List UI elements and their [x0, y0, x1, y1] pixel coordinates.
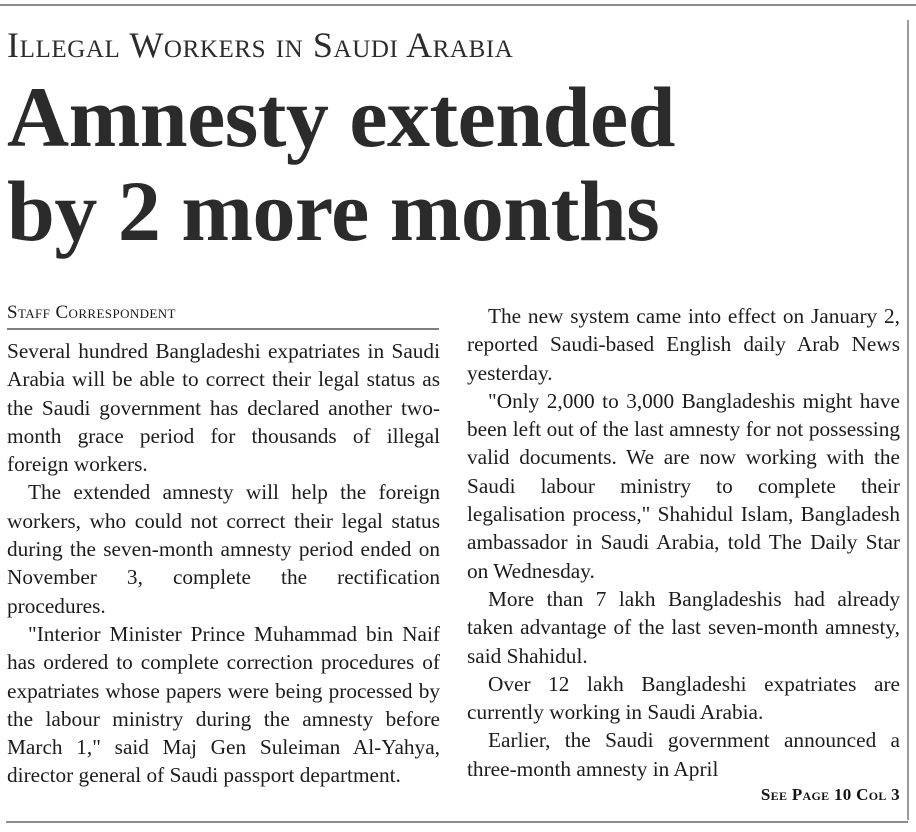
- paragraph: The extended amnesty will help the forei…: [7, 480, 440, 618]
- page-title: Amnesty extended by 2 more months: [7, 70, 907, 258]
- continuation-note: See Page 10 Col 3: [760, 785, 900, 805]
- paragraph: Earlier, the Saudi government announced …: [467, 728, 900, 781]
- bottom-divider-rule: [6, 821, 908, 823]
- paragraph: "Interior Minister Prince Muhammad bin N…: [7, 621, 440, 788]
- paragraph: More than 7 lakh Bangladeshis had alread…: [467, 586, 900, 668]
- byline-divider-rule: [7, 328, 439, 330]
- masthead-block: Illegal Workers in Saudi Arabia Amnesty …: [7, 24, 907, 258]
- paragraph: The new system came into effect on Janua…: [467, 304, 900, 385]
- headline-line-1: Amnesty extended: [7, 69, 676, 165]
- paragraph: "Only 2,000 to 3,000 Bangladeshis might …: [467, 388, 900, 583]
- column-left: Staff Correspondent Several hundred Bang…: [7, 302, 440, 806]
- paragraph: Several hundred Bangladeshi expatriates …: [7, 339, 440, 477]
- paragraph: Over 12 lakh Bangladeshi expatriates are…: [467, 671, 900, 725]
- byline: Staff Correspondent: [7, 302, 176, 323]
- right-divider-rule: [907, 20, 909, 820]
- top-divider-rule: [0, 4, 916, 6]
- headline-line-2: by 2 more months: [7, 163, 660, 259]
- article-kicker: Illegal Workers in Saudi Arabia: [7, 25, 514, 65]
- article-columns: Staff Correspondent Several hundred Bang…: [7, 302, 909, 806]
- column-right: The new system came into effect on Janua…: [467, 302, 900, 806]
